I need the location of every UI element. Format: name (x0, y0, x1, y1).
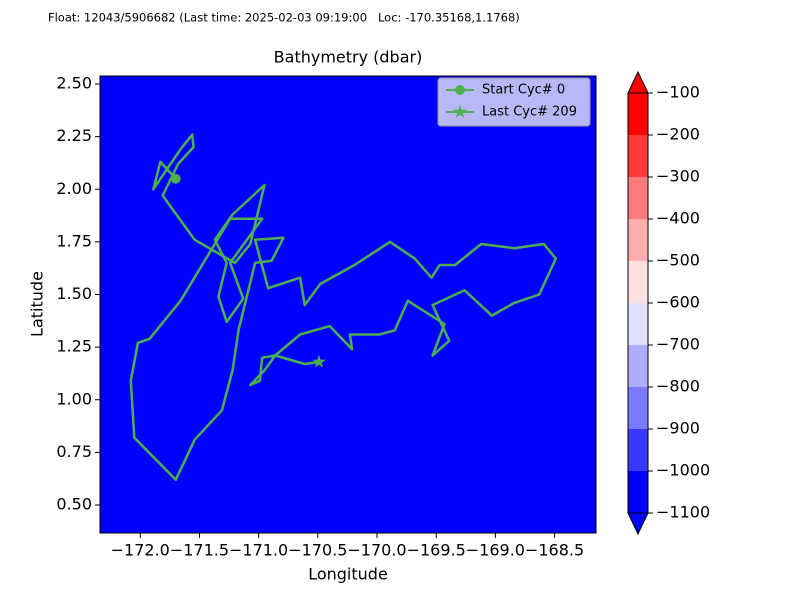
x-tick-label: −169.5 (407, 541, 466, 560)
colorbar-band (628, 93, 648, 135)
x-tick-label: −171.5 (170, 541, 229, 560)
y-tick-label: 0.75 (56, 442, 92, 461)
colorbar-band (628, 303, 648, 345)
colorbar-tick-label: −500 (656, 251, 700, 270)
y-tick-label: 1.00 (56, 389, 92, 408)
y-tick-label: 0.50 (56, 495, 92, 514)
colorbar-band (628, 387, 648, 429)
y-tick-label: 2.25 (56, 126, 92, 145)
colorbar-band (628, 261, 648, 303)
x-tick-label: −168.5 (525, 541, 584, 560)
colorbar-extend-top (627, 70, 649, 94)
y-tick-label: 1.25 (56, 337, 92, 356)
colorbar-tick-label: −200 (656, 125, 700, 144)
x-axis-label: Longitude (308, 565, 388, 584)
colorbar-band (628, 429, 648, 471)
colorbar-tick-label: −900 (656, 419, 700, 438)
y-tick-label: 2.50 (56, 73, 92, 92)
star-marker (312, 354, 326, 368)
y-tick-label: 2.00 (56, 179, 92, 198)
colorbar-tick-label: −700 (656, 335, 700, 354)
x-tick-label: −169.0 (466, 541, 525, 560)
colorbar-band (628, 345, 648, 387)
colorbar-tick-label: −1100 (656, 503, 710, 522)
y-axis-label: Latitude (28, 271, 47, 337)
colorbar-tick-label: −1000 (656, 461, 710, 480)
colorbar-band (628, 177, 648, 219)
colorbar-tick-label: −300 (656, 167, 700, 186)
x-tick-label: −170.0 (347, 541, 406, 560)
legend-marker (455, 85, 465, 95)
colorbar-band (628, 471, 648, 513)
x-tick-label: −170.5 (288, 541, 347, 560)
float-track (129, 133, 558, 481)
colorbar-tick-label: −400 (656, 209, 700, 228)
x-tick-label: −172.0 (111, 541, 170, 560)
circle-marker (170, 173, 181, 184)
y-tick-label: 1.50 (56, 284, 92, 303)
legend-box (437, 77, 591, 127)
colorbar-tick-label: −100 (656, 83, 700, 102)
colorbar-tick-label: −600 (656, 293, 700, 312)
plot-background (100, 76, 596, 533)
plot-frame (99, 75, 597, 534)
chart-title: Bathymetry (dbar) (274, 48, 423, 67)
legend-marker (453, 105, 467, 118)
colorbar-band (628, 219, 648, 261)
y-tick-label: 1.75 (56, 231, 92, 250)
colorbar-tick-label: −800 (656, 377, 700, 396)
colorbar-extend-bottom (627, 512, 649, 536)
colorbar-band (628, 135, 648, 177)
x-tick-label: −171.0 (229, 541, 288, 560)
legend-label: Start Cyc# 0 (482, 83, 565, 98)
legend-label: Last Cyc# 209 (482, 105, 577, 120)
header: Float: 12043/5906682 (Last time: 2025-02… (48, 11, 520, 25)
